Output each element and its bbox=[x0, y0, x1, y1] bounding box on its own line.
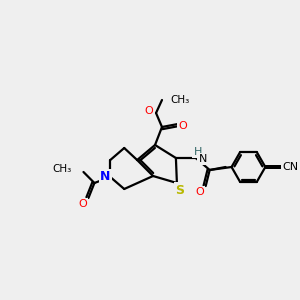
Text: O: O bbox=[78, 199, 87, 209]
Text: O: O bbox=[145, 106, 153, 116]
Text: H: H bbox=[194, 147, 202, 157]
Text: N: N bbox=[100, 170, 110, 184]
Text: CN: CN bbox=[282, 162, 298, 172]
Text: O: O bbox=[195, 187, 204, 197]
Text: CH₃: CH₃ bbox=[170, 95, 189, 105]
Text: CH₃: CH₃ bbox=[52, 164, 72, 174]
Text: O: O bbox=[178, 121, 187, 131]
Text: N: N bbox=[199, 154, 207, 164]
Text: S: S bbox=[176, 184, 184, 196]
